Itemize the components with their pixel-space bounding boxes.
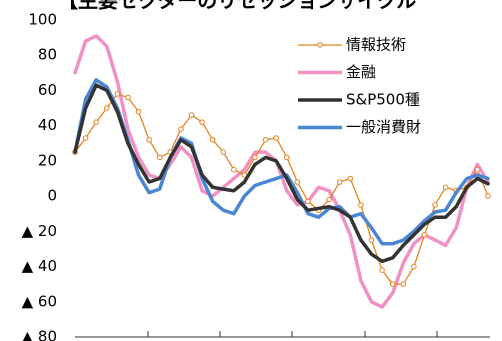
- point-marker: [474, 166, 481, 173]
- point-marker: [358, 202, 364, 208]
- point-marker: [326, 196, 332, 203]
- legend-label: 一般消費財: [346, 118, 421, 136]
- y-tick-label: ▲ 40: [22, 257, 57, 275]
- point-marker: [262, 136, 269, 143]
- point-marker: [178, 126, 184, 132]
- point-marker: [485, 193, 491, 199]
- point-marker: [114, 91, 121, 97]
- legend-label: 金融: [346, 63, 376, 81]
- series-line: [74, 93, 489, 285]
- point-marker: [294, 179, 301, 185]
- point-marker: [421, 232, 428, 238]
- point-marker: [347, 175, 354, 182]
- y-tick-label: 60: [38, 81, 57, 99]
- point-marker: [389, 281, 396, 287]
- point-marker: [135, 108, 142, 115]
- y-tick-label: ▲ 20: [22, 222, 57, 240]
- point-marker: [82, 135, 89, 141]
- series-line: [73, 78, 490, 246]
- point-marker: [146, 136, 152, 143]
- point-marker: [305, 198, 311, 205]
- legend-label: S&P500種: [346, 91, 420, 109]
- point-marker: [252, 154, 258, 161]
- legend-label: 情報技術: [346, 36, 406, 54]
- point-marker: [93, 119, 99, 125]
- point-marker: [188, 112, 195, 118]
- point-marker: [379, 267, 385, 273]
- point-marker: [220, 149, 227, 155]
- point-marker: [273, 135, 280, 141]
- point-marker: [368, 237, 375, 243]
- y-tick-label: ▲ 60: [22, 292, 57, 310]
- point-marker: [125, 94, 131, 101]
- y-tick-label: 80: [38, 46, 57, 64]
- point-marker: [283, 154, 290, 161]
- point-marker: [156, 154, 163, 161]
- point-marker: [336, 179, 343, 185]
- y-tick-label: 0: [47, 187, 57, 205]
- point-marker: [103, 105, 110, 111]
- y-tick-label: 40: [38, 116, 57, 134]
- y-tick-label: 100: [28, 11, 57, 29]
- y-tick-label: 20: [38, 151, 57, 169]
- y-tick-label: ▲ 80: [22, 328, 57, 341]
- point-marker: [231, 166, 237, 173]
- point-marker: [209, 136, 216, 143]
- point-marker: [442, 184, 449, 191]
- point-marker: [400, 281, 407, 287]
- point-marker: [199, 119, 205, 125]
- point-marker: [432, 202, 438, 208]
- chart-title: 【主要セクターのリセッションサイクル: [58, 0, 416, 13]
- point-marker: [411, 263, 417, 270]
- axes: [75, 331, 490, 338]
- legend-marker: [317, 42, 323, 48]
- series-line: [73, 83, 490, 264]
